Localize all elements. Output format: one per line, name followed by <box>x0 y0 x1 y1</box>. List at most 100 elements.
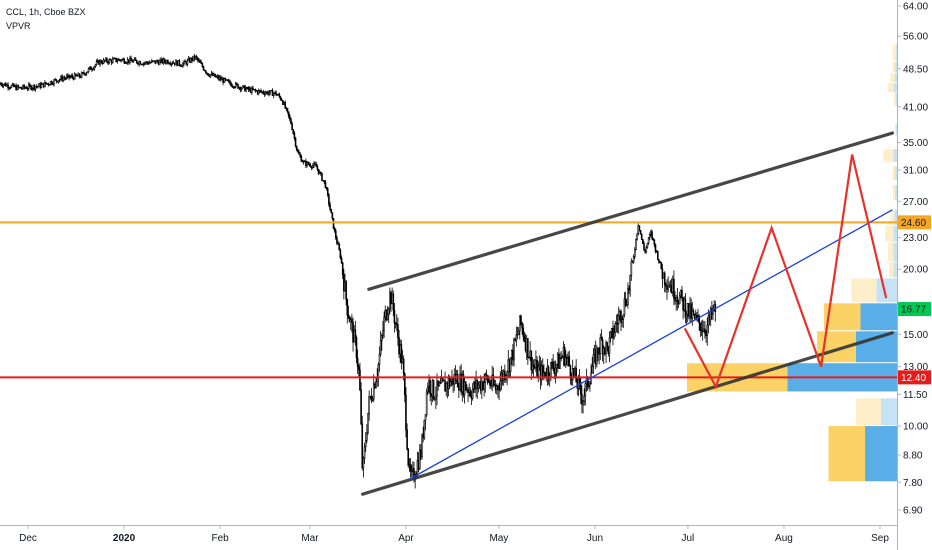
candle-body <box>596 347 598 365</box>
vp-bar-up <box>855 398 882 426</box>
candle-body <box>84 73 86 76</box>
candle-body <box>134 58 137 61</box>
candle-body <box>68 74 70 79</box>
candle-body <box>113 58 115 60</box>
candle-body <box>490 384 492 387</box>
candle-body <box>521 322 523 329</box>
candle-body <box>697 315 699 318</box>
price-tick-label: 31.00 <box>903 166 928 177</box>
candle-body <box>88 66 91 69</box>
candle-body <box>98 60 100 65</box>
candle-body <box>698 315 701 324</box>
candle-body <box>681 289 683 298</box>
candle-body <box>288 115 291 120</box>
candle-body <box>683 298 686 311</box>
candle-body <box>685 314 688 318</box>
candle-body <box>377 364 380 378</box>
price-tick-label: 23.00 <box>903 233 928 244</box>
candle-body <box>92 68 94 71</box>
candle-body <box>293 133 296 139</box>
candle-body <box>49 81 52 85</box>
price-tick-label: 13.00 <box>903 362 928 373</box>
candle-body <box>254 89 257 91</box>
candle-body <box>340 257 343 264</box>
vp-bar-up <box>894 123 897 136</box>
candle-body <box>507 359 510 373</box>
candle-body <box>205 70 207 74</box>
candle-body <box>100 60 102 64</box>
candle-body <box>600 337 603 341</box>
candle-body <box>3 83 6 85</box>
candle-body <box>130 57 132 61</box>
candle-body <box>627 288 629 305</box>
candle-body <box>658 259 660 263</box>
candle-body <box>202 66 205 71</box>
candle-body <box>180 65 183 67</box>
candle-body <box>432 380 435 399</box>
candle-body <box>108 59 111 64</box>
candle-body <box>485 374 488 377</box>
candle-body <box>94 64 97 67</box>
candle-body <box>86 71 89 74</box>
candle-body <box>429 380 431 394</box>
candle-body <box>629 275 632 291</box>
candle-body <box>676 297 679 302</box>
candle-body <box>24 87 27 89</box>
candle-body <box>347 314 350 318</box>
candle-body <box>662 272 665 279</box>
candle-body <box>527 338 529 358</box>
candle-body <box>90 66 92 70</box>
candle-body <box>85 72 88 76</box>
vp-bar-down <box>876 278 897 303</box>
candle-body <box>366 432 368 441</box>
candle-body <box>614 323 617 333</box>
vp-bar-up <box>887 83 894 93</box>
candle-body <box>418 449 421 470</box>
candle-body <box>682 297 684 311</box>
candle-body <box>215 76 217 78</box>
candle-body <box>632 256 635 263</box>
candle-body <box>537 366 540 377</box>
price-tick-label: 48.50 <box>903 64 928 75</box>
candle-body <box>472 382 475 390</box>
candle-body <box>321 173 323 181</box>
candle-body <box>114 57 116 60</box>
candle-body <box>360 389 362 425</box>
candle-body <box>190 57 192 63</box>
candle-body <box>152 60 154 62</box>
price-tick-label: 10.00 <box>903 422 928 433</box>
candle-body <box>397 324 399 338</box>
candle-body <box>606 342 609 347</box>
vp-bar-up <box>892 44 897 61</box>
candle-body <box>345 281 347 300</box>
time-tick-label: Sep <box>871 533 889 544</box>
vp-bar-down <box>896 123 897 136</box>
candle-body <box>648 234 651 239</box>
candle-body <box>493 383 496 386</box>
candle-body <box>574 367 576 375</box>
candle-body <box>689 303 691 317</box>
candle-body <box>311 165 314 169</box>
candle-body <box>182 63 184 67</box>
candle-body <box>140 63 143 66</box>
candle-body <box>613 332 615 339</box>
candle-body <box>509 357 512 372</box>
candle-body <box>346 298 349 316</box>
candle-body <box>562 347 565 358</box>
candle-body <box>656 251 659 260</box>
candle-body <box>426 386 429 393</box>
candle-body <box>642 238 644 244</box>
candle-body <box>536 359 538 377</box>
candle-body <box>707 315 710 326</box>
candle-body <box>469 390 472 396</box>
candle-body <box>8 87 10 89</box>
candle-body <box>678 295 681 305</box>
candle-body <box>423 419 426 439</box>
candle-body <box>197 57 199 61</box>
vp-bar-up <box>893 93 896 106</box>
candle-body <box>464 381 467 391</box>
candle-body <box>234 82 237 88</box>
candle-body <box>253 89 255 91</box>
candle-body <box>317 168 320 174</box>
